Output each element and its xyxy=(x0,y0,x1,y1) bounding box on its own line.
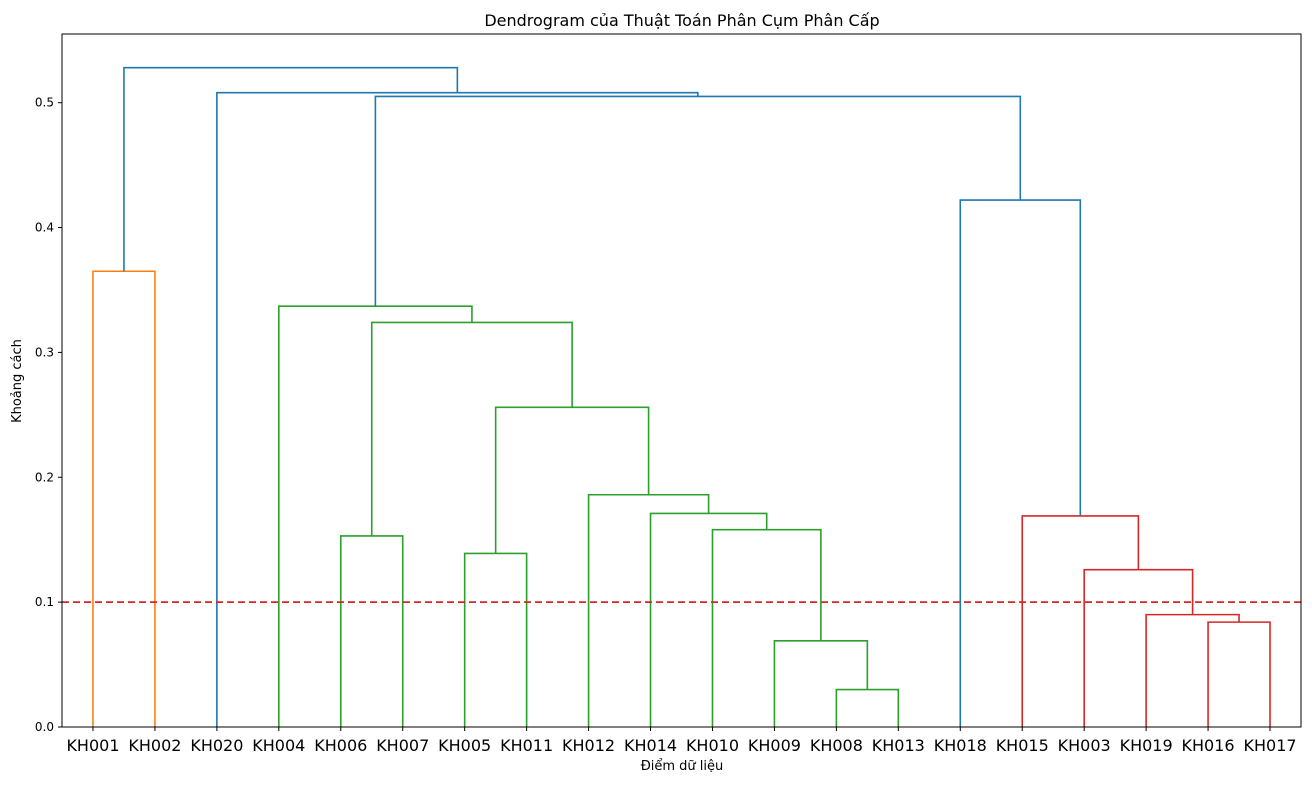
dendrogram-link xyxy=(587,493,710,727)
dendrogram-link xyxy=(711,528,822,727)
x-tick-label: KH006 xyxy=(314,736,367,755)
x-tick-label: KH013 xyxy=(872,736,925,755)
dendrogram-links xyxy=(92,66,1271,727)
dendrogram-link xyxy=(959,199,1082,727)
dendrogram-link xyxy=(1083,568,1194,727)
x-tick-label: KH007 xyxy=(376,736,429,755)
chart-title: Dendrogram của Thuật Toán Phân Cụm Phân … xyxy=(484,11,879,30)
y-axis-label: Khoảng cách xyxy=(10,339,25,423)
x-tick-label: KH019 xyxy=(1120,736,1173,755)
y-tick-label: 0.4 xyxy=(35,221,54,235)
x-tick-label: KH008 xyxy=(810,736,863,755)
dendrogram-link xyxy=(216,91,699,727)
y-tick-label: 0.1 xyxy=(35,595,54,609)
x-tick-label: KH004 xyxy=(252,736,305,755)
dendrogram-link xyxy=(92,270,156,727)
x-axis-ticks: KH001 KH002 KH020 KH004 KH006 KH007 KH005 KH011… xyxy=(66,727,1297,755)
x-tick-label: KH020 xyxy=(190,736,243,755)
x-tick-label: KH003 xyxy=(1058,736,1111,755)
dendrogram-link xyxy=(494,406,650,554)
x-tick-label: KH014 xyxy=(624,736,677,755)
x-tick-label: KH005 xyxy=(438,736,491,755)
dendrogram-link xyxy=(374,95,1022,307)
x-tick-label: KH001 xyxy=(66,736,119,755)
x-tick-label: KH012 xyxy=(562,736,615,755)
y-tick-label: 0.5 xyxy=(35,96,54,110)
dendrogram-link xyxy=(773,640,869,727)
axes xyxy=(61,33,1302,728)
x-tick-label: KH002 xyxy=(128,736,181,755)
x-axis-label: Điểm dữ liệu xyxy=(641,759,724,774)
dendrogram-link xyxy=(1207,621,1271,727)
x-tick-label: KH017 xyxy=(1243,736,1296,755)
x-tick-label: KH016 xyxy=(1182,736,1235,755)
dendrogram-link xyxy=(123,66,459,272)
x-tick-label: KH018 xyxy=(934,736,987,755)
dendrogram-link xyxy=(1145,613,1240,727)
dendrogram-link xyxy=(278,305,473,727)
dendrogram-link xyxy=(463,552,528,727)
x-tick-label: KH009 xyxy=(748,736,801,755)
dendrogram-link xyxy=(370,321,573,536)
dendrogram-link xyxy=(1021,515,1140,727)
x-tick-label: KH015 xyxy=(996,736,1049,755)
dendrogram-link xyxy=(835,688,900,727)
y-axis-ticks: 0.0 0.1 0.2 0.3 0.4 0.5 xyxy=(35,96,62,734)
x-tick-label: KH010 xyxy=(686,736,739,755)
x-tick-label: KH011 xyxy=(500,736,553,755)
dendrogram-link xyxy=(649,512,768,727)
plot-frame xyxy=(61,33,1302,728)
y-tick-label: 0.0 xyxy=(35,720,54,734)
y-tick-label: 0.3 xyxy=(35,345,54,359)
dendrogram-link xyxy=(339,535,404,727)
y-tick-label: 0.2 xyxy=(35,470,54,484)
